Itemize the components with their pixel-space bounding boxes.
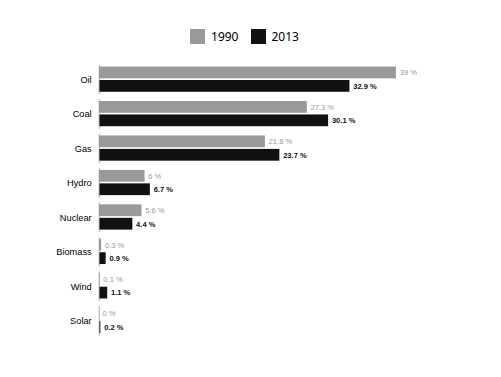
html-text:2013: 2013: [271, 28, 299, 45]
svg-text:27.3 %: 27.3 %: [311, 103, 335, 112]
svg-text:1.1 %: 1.1 %: [111, 288, 131, 297]
svg-text:0 %: 0 %: [103, 309, 116, 318]
svg-text:Wind: Wind: [71, 282, 92, 292]
svg-text:Nuclear: Nuclear: [60, 213, 92, 223]
svg-text:21.8 %: 21.8 %: [269, 137, 293, 146]
svg-text:0.9 %: 0.9 %: [109, 254, 129, 263]
svg-text:0.3 %: 0.3 %: [105, 241, 125, 250]
svg-text:0.2 %: 0.2 %: [104, 323, 124, 332]
html-text:1990: 1990: [211, 28, 239, 45]
svg-text:32.9 %: 32.9 %: [353, 82, 377, 91]
svg-text:Solar: Solar: [70, 316, 92, 326]
svg-text:5.6 %: 5.6 %: [145, 206, 165, 215]
svg-text:Gas: Gas: [75, 144, 92, 154]
svg-text:Coal: Coal: [73, 109, 92, 119]
svg-text:39 %: 39 %: [400, 68, 417, 77]
svg-text:30.1 %: 30.1 %: [332, 116, 356, 125]
svg-text:Hydro: Hydro: [67, 178, 92, 188]
svg-text:Oil: Oil: [80, 75, 91, 85]
svg-text:6.7 %: 6.7 %: [154, 185, 174, 194]
svg-text:0.1 %: 0.1 %: [103, 275, 123, 284]
svg-text:23.7 %: 23.7 %: [283, 151, 307, 160]
svg-text:6 %: 6 %: [148, 172, 161, 181]
svg-text:Biomass: Biomass: [56, 247, 92, 257]
svg-text:4.4 %: 4.4 %: [136, 220, 156, 229]
